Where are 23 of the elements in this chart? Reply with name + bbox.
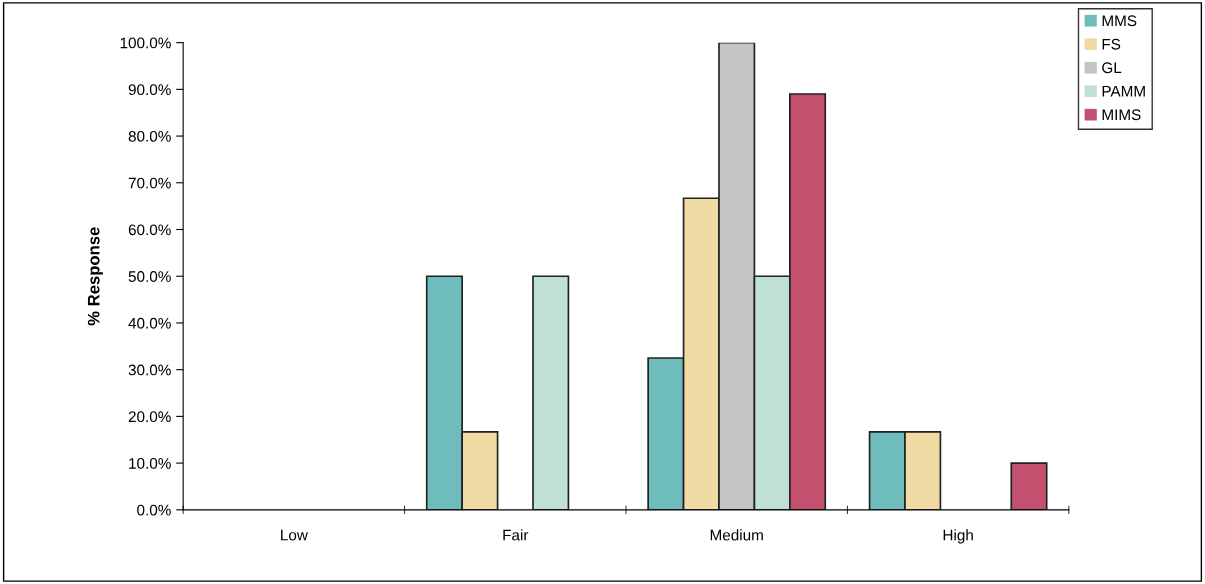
y-tick-label: 10.0% (129, 457, 171, 469)
x-tick-label: High (943, 529, 973, 544)
y-tick-label: 70.0% (128, 177, 171, 189)
legend-label: FS (1102, 38, 1121, 50)
legend-label: MIMS (1102, 109, 1141, 121)
legend-label: MMS (1102, 15, 1137, 27)
legend-label: GL (1102, 62, 1122, 74)
y-tick-label: 0.0% (137, 504, 171, 516)
y-axis-title: % Response (87, 227, 103, 326)
bar (532, 275, 570, 510)
legend-label: PAMM (1102, 85, 1145, 97)
y-tick-label: 30.0% (128, 364, 171, 376)
y-tick-label: 20.0% (128, 411, 171, 423)
bar (1010, 462, 1048, 510)
y-tick-label: 60.0% (128, 224, 171, 236)
y-tick-label: 100.0% (120, 37, 171, 49)
x-tick-label: Medium (710, 529, 763, 541)
y-tick-label: 90.0% (128, 84, 171, 96)
x-tick-label: Fair (503, 529, 529, 541)
y-tick-label: 80.0% (128, 130, 171, 142)
y-tick-label: 50.0% (128, 271, 171, 282)
y-tick-label: 40.0% (128, 317, 171, 329)
x-tick-label: Low (281, 529, 308, 541)
